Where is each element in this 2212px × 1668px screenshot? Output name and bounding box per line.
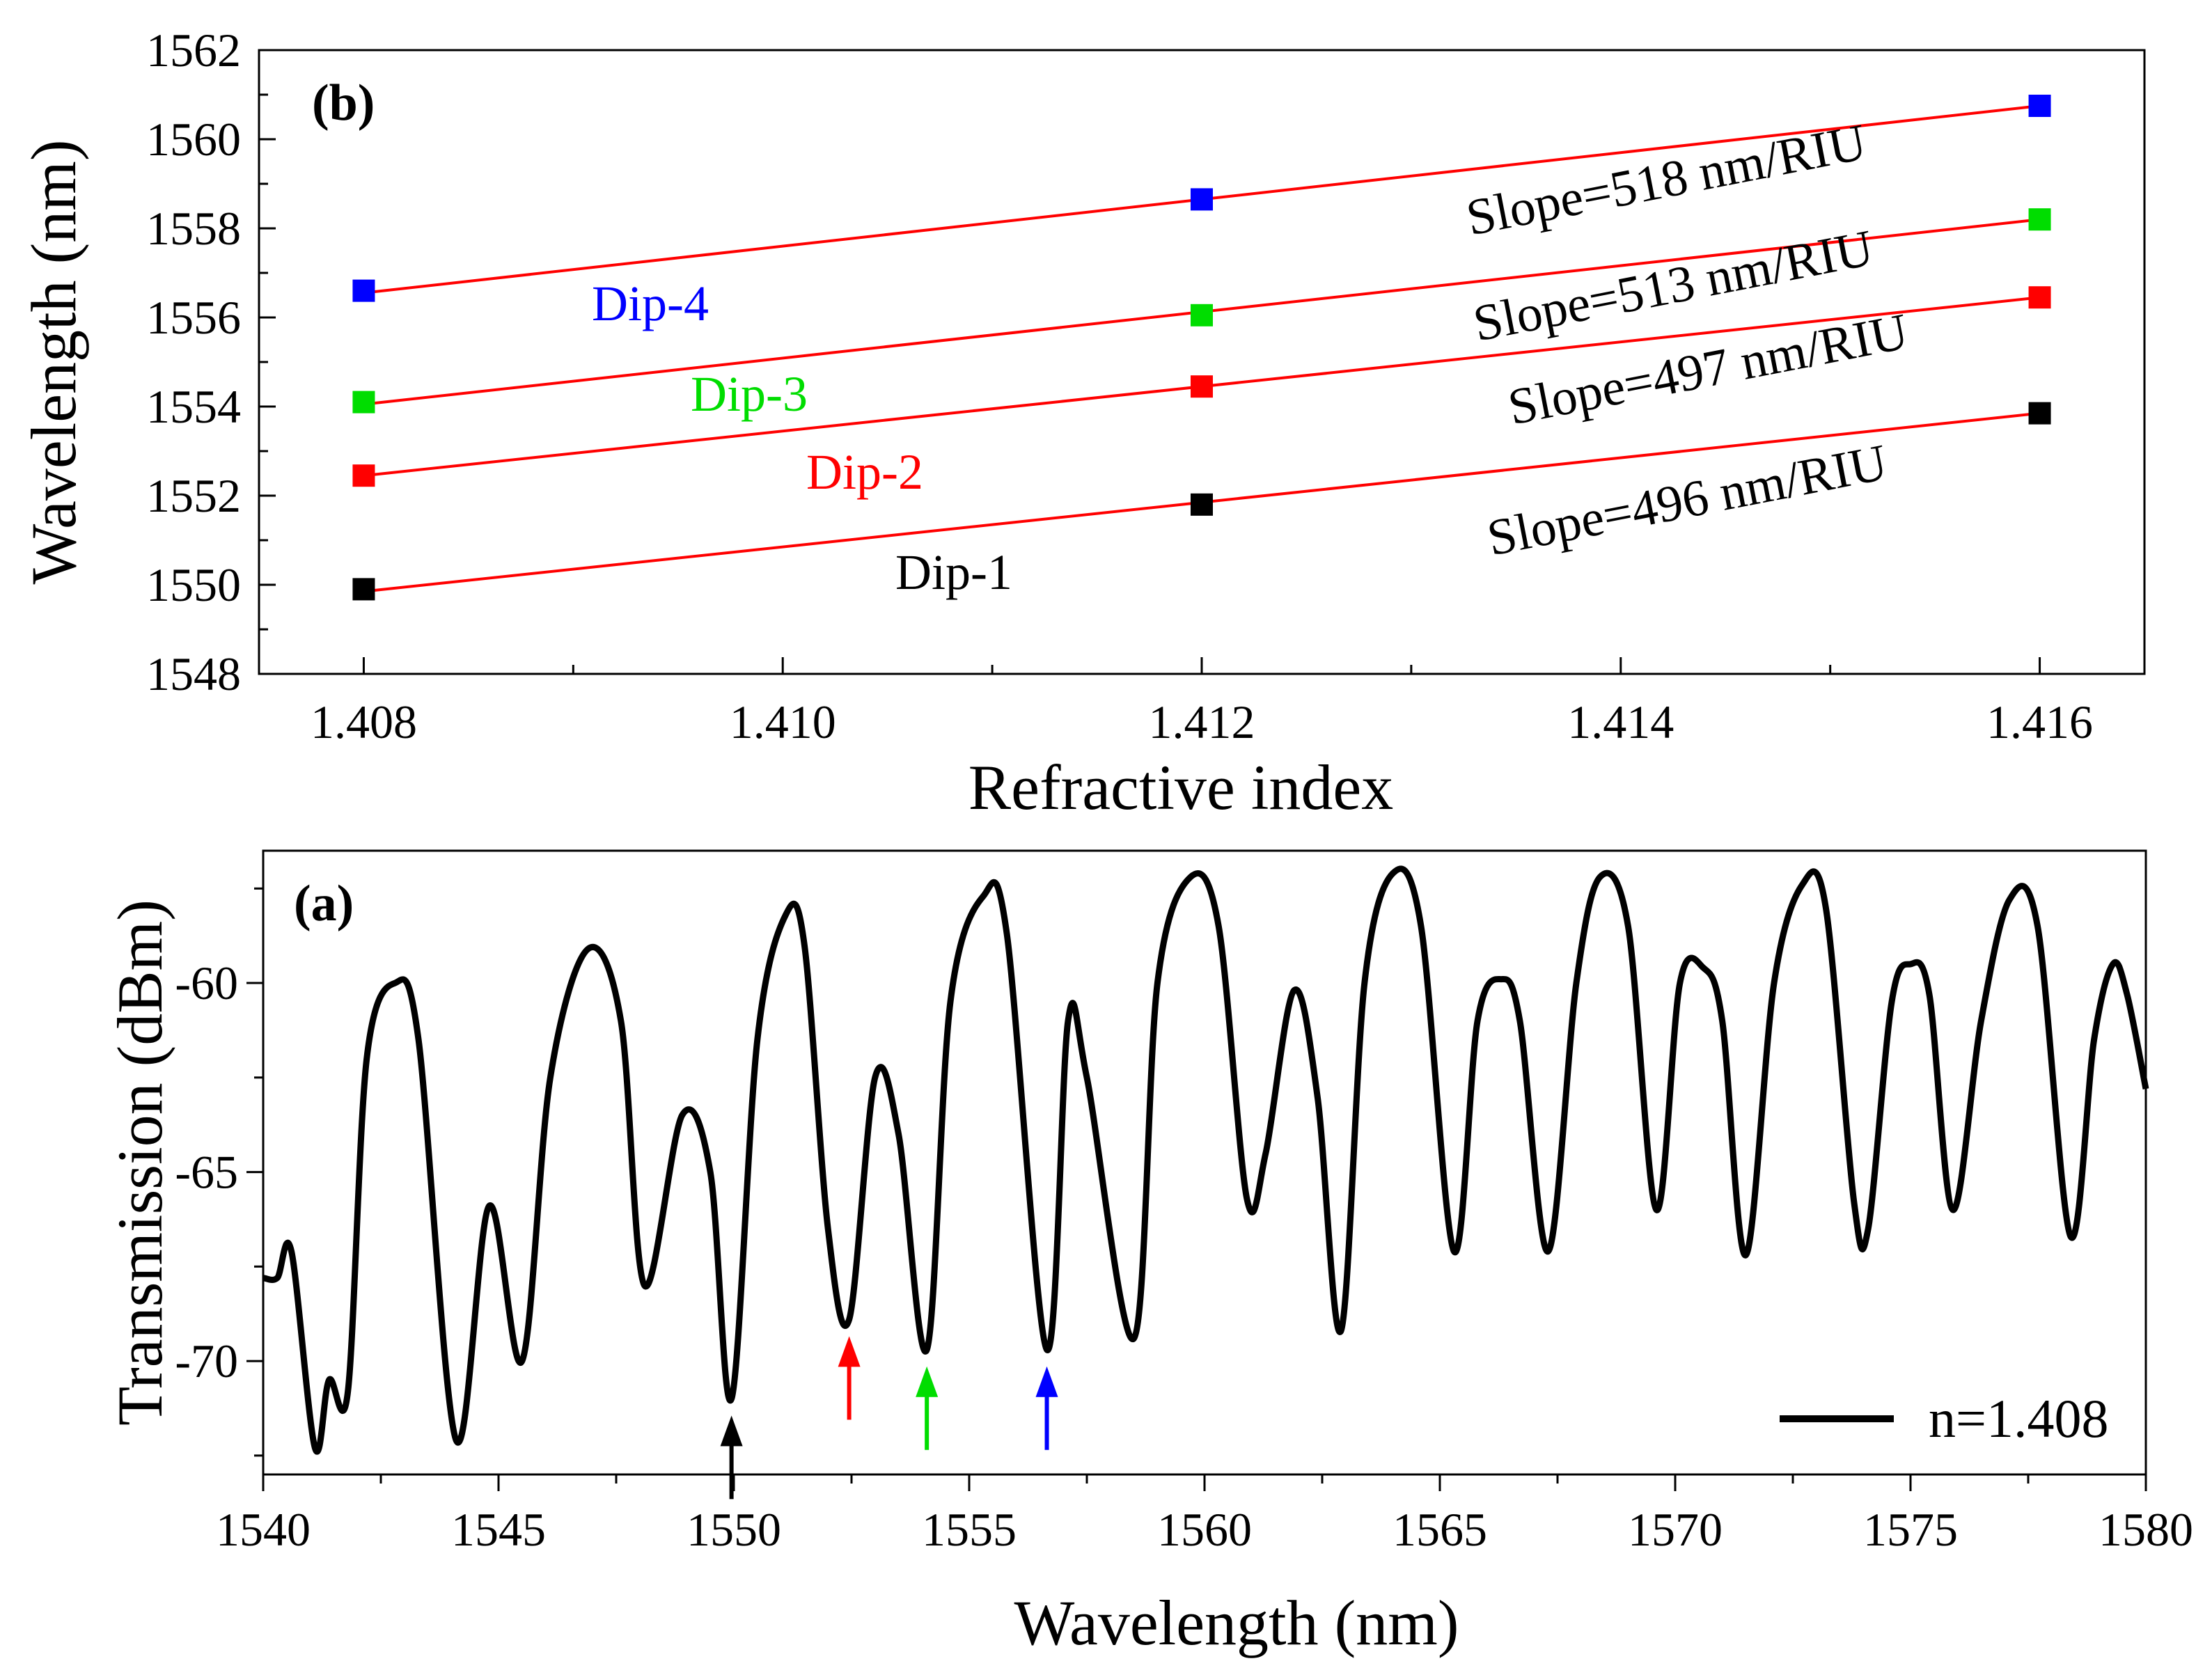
a-y-tick-label: -65 <box>175 1146 238 1199</box>
panel-a-y-axis-title: Transmission (dBm) <box>104 899 175 1426</box>
dip-arrow <box>720 1415 743 1500</box>
b-x-tick-label: 1.416 <box>1986 695 2093 748</box>
panel-a-ticks: 1540 1545 1550 1555 1560 1565 1570 1575 1580 -70 -… <box>175 887 2193 1556</box>
dip-1-label: Dip-1 <box>895 544 1012 600</box>
b-x-tick-label: 1.410 <box>730 695 836 748</box>
b-x-tick-label: 1.414 <box>1567 695 1674 748</box>
b-y-tick-label: 1558 <box>146 202 241 255</box>
panel-a-chart: 1540 1545 1550 1555 1560 1565 1570 1575 1580 -70 -… <box>104 849 2193 1658</box>
marker-dip-1 <box>1191 493 1213 516</box>
legend-label: n=1.408 <box>1929 1388 2109 1449</box>
panel-b-ticks: 1.408 1.410 1.412 1.414 1.416 1548 1550 1552 155… <box>146 24 2093 748</box>
b-x-tick-label: 1.408 <box>311 695 417 748</box>
a-x-tick-label: 1540 <box>216 1503 311 1556</box>
panel-b-x-axis-title: Refractive index <box>968 752 1394 823</box>
marker-dip-4 <box>352 279 375 302</box>
marker-dip-4 <box>2028 95 2051 117</box>
b-y-tick-label: 1560 <box>146 113 241 166</box>
a-x-tick-label: 1580 <box>2099 1503 2193 1556</box>
panel-a-arrows <box>720 1336 1058 1500</box>
marker-dip-4 <box>1191 188 1213 211</box>
dip-arrow <box>1035 1366 1058 1450</box>
marker-dip-2 <box>352 464 375 487</box>
marker-dip-2 <box>2028 286 2051 309</box>
b-x-tick-label: 1.412 <box>1149 695 1255 748</box>
marker-dip-1 <box>352 578 375 601</box>
b-y-tick-label: 1548 <box>146 647 241 700</box>
a-x-tick-label: 1570 <box>1628 1503 1723 1556</box>
dip-arrow <box>838 1336 861 1420</box>
b-y-tick-label: 1556 <box>146 291 241 344</box>
a-x-tick-label: 1545 <box>451 1503 546 1556</box>
panel-b-y-axis-title: Wavelength (nm) <box>18 140 89 585</box>
dip-2-label: Dip-2 <box>806 444 923 500</box>
marker-dip-3 <box>2028 208 2051 231</box>
dip-arrow <box>916 1366 939 1450</box>
panel-b-label: (b) <box>312 74 375 132</box>
a-y-tick-label: -60 <box>175 957 238 1009</box>
panel-a-x-axis-title: Wavelength (nm) <box>1014 1587 1459 1658</box>
marker-dip-2 <box>1191 375 1213 398</box>
b-y-tick-label: 1562 <box>146 24 241 77</box>
panel-b-markers <box>352 95 2051 601</box>
panel-a-curve <box>263 869 2146 1451</box>
marker-dip-3 <box>1191 304 1213 326</box>
panel-a-label: (a) <box>294 875 354 932</box>
dip-4-label: Dip-4 <box>592 276 709 331</box>
b-y-tick-label: 1550 <box>146 558 241 611</box>
b-y-tick-label: 1552 <box>146 469 241 522</box>
a-y-tick-label: -70 <box>175 1335 238 1387</box>
a-x-tick-label: 1575 <box>1863 1503 1958 1556</box>
a-x-tick-label: 1565 <box>1393 1503 1487 1556</box>
a-x-tick-label: 1560 <box>1157 1503 1252 1556</box>
transmission-curve <box>263 869 2146 1451</box>
marker-dip-3 <box>352 391 375 414</box>
b-y-tick-label: 1554 <box>146 380 241 433</box>
dip-3-label: Dip-3 <box>691 366 808 422</box>
a-x-tick-label: 1550 <box>687 1503 781 1556</box>
marker-dip-1 <box>2028 402 2051 425</box>
a-x-tick-label: 1555 <box>922 1503 1017 1556</box>
